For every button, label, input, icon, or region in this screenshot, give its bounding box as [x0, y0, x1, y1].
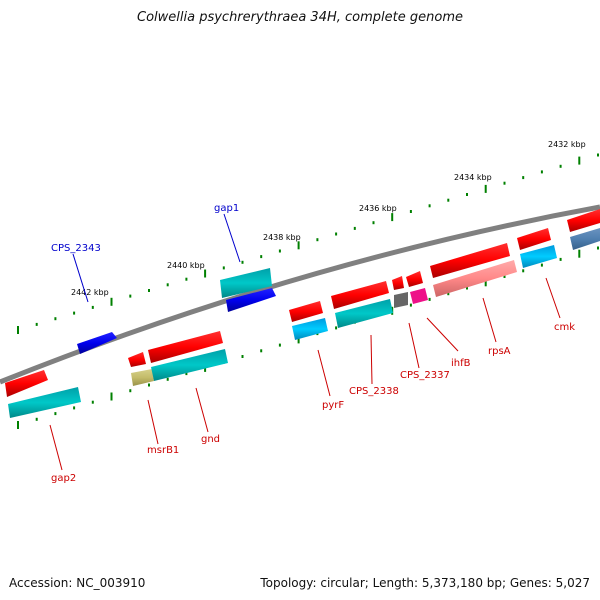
label-msrb1: msrB1	[147, 445, 179, 456]
label-cmk: cmk	[554, 322, 575, 333]
label-rpsa: rpsA	[488, 346, 511, 357]
gene-rpsa[interactable]	[430, 243, 517, 297]
gene-gnd[interactable]	[148, 331, 228, 381]
scale-label-2440: 2440 kbp	[167, 261, 205, 270]
label-gap1: gap1	[214, 203, 239, 214]
genome-info-text: Topology: circular; Length: 5,373,180 bp…	[260, 576, 590, 590]
label-cps-2338: CPS_2338	[349, 386, 399, 397]
gene-ihfb[interactable]	[406, 271, 428, 304]
gene-cmk[interactable]	[517, 228, 557, 268]
scale-ticks-upper	[17, 153, 599, 334]
scale-label-2436: 2436 kbp	[359, 204, 397, 213]
label-gnd: gnd	[201, 434, 220, 445]
label-cps-2337: CPS_2337	[400, 370, 450, 381]
scale-label-2434: 2434 kbp	[454, 173, 492, 182]
gene-pyrf[interactable]	[289, 301, 328, 340]
gene-cps-2337[interactable]	[392, 276, 408, 308]
label-gap2: gap2	[51, 473, 76, 484]
accession-text: Accession: NC_003910	[9, 576, 146, 590]
scale-label-2442: 2442 kbp	[71, 288, 109, 297]
genome-title: Colwellia psychrerythraea 34H, complete …	[137, 10, 463, 25]
gene-msrb1[interactable]	[128, 352, 154, 386]
scale-label-2432: 2432 kbp	[548, 140, 586, 149]
gene-right-edge[interactable]	[567, 209, 600, 250]
label-ihfb: ihfB	[451, 358, 471, 369]
gene-gap2[interactable]	[5, 370, 81, 418]
gene-leader-lines	[49, 213, 561, 471]
scale-label-2438: 2438 kbp	[263, 233, 301, 242]
label-cps-2343: CPS_2343	[51, 243, 101, 254]
gene-cps-2338[interactable]	[331, 281, 393, 328]
label-pyrf: pyrF	[322, 400, 344, 411]
gene-cps-2343[interactable]	[77, 332, 117, 354]
gene-gap1[interactable]	[220, 268, 276, 312]
